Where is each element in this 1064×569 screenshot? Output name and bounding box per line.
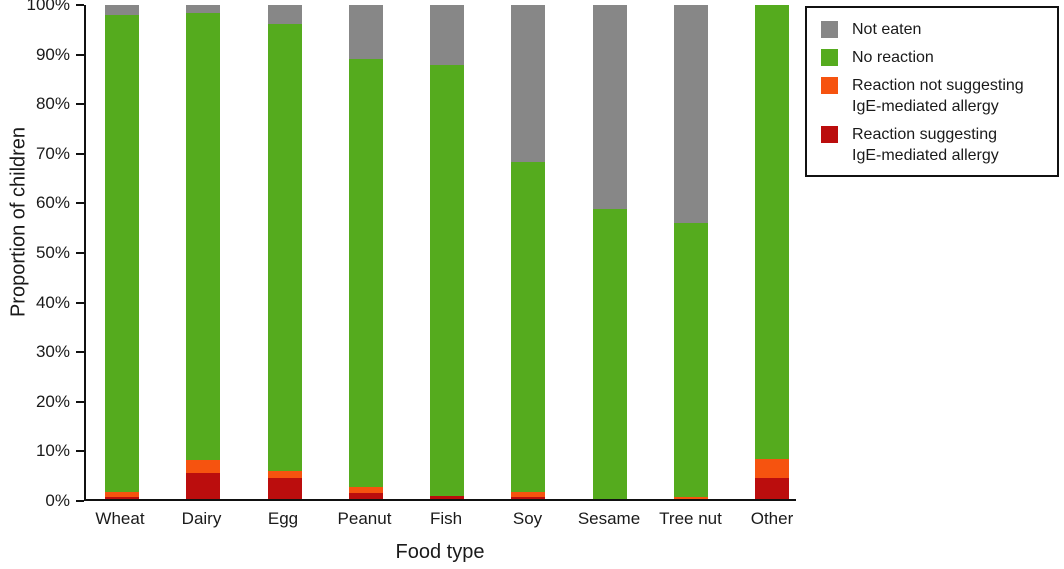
x-label-slot-fish: Fish [429, 509, 463, 529]
bar-segment-no-reaction [430, 65, 464, 496]
bar-segment-reaction-not-suggesting [105, 492, 139, 498]
y-tick [76, 202, 84, 205]
bar-segment-not-eaten [186, 5, 221, 14]
y-tick [76, 351, 84, 354]
legend-item-no-reaction: No reaction [821, 47, 1049, 68]
x-label-slot-peanut: Peanut [338, 509, 392, 529]
bar-segment-no-reaction [348, 58, 383, 488]
y-tick [76, 450, 84, 453]
y-axis: 0% 10% 20% 30% 40% 50% 60% 70% 80% 90% 100% [0, 0, 84, 510]
legend-label: No reaction [852, 49, 934, 66]
bar-segment-no-reaction [511, 161, 546, 492]
bar-other [755, 5, 789, 499]
bar-tree-nut [673, 5, 708, 499]
legend-label: Reaction suggesting IgE-mediated allergy [852, 126, 999, 164]
bar-segment-no-reaction [105, 14, 139, 493]
bar-segment-reaction-not-suggesting [673, 496, 708, 499]
legend-swatch-not-eaten [821, 21, 838, 38]
y-tick [76, 53, 84, 56]
bar-segment-no-reaction [592, 208, 627, 499]
bar-segment-no-reaction [267, 24, 302, 471]
x-category-label: Soy [512, 509, 543, 528]
legend: Not eaten No reaction Reaction not suggest… [805, 6, 1059, 177]
y-tick [76, 301, 84, 304]
bar-soy [511, 5, 546, 499]
y-tick-label: 10% [35, 441, 70, 461]
y-tick-label: 70% [35, 143, 70, 163]
y-tick [76, 4, 84, 6]
bar-segment-reaction-not-suggesting [348, 487, 383, 494]
y-tick-label: 60% [35, 193, 70, 213]
y-tick-label: 100% [26, 0, 70, 14]
bar-peanut [348, 5, 383, 499]
bar-segment-not-eaten [511, 5, 546, 162]
bar-segment-reaction-suggesting [267, 478, 302, 499]
bar-segment-reaction-not-suggesting [186, 460, 221, 474]
legend-swatch-no-reaction [821, 49, 838, 66]
bar-wheat [105, 5, 139, 499]
bar-segment-not-eaten [430, 5, 464, 66]
x-category-label: Dairy [181, 509, 222, 528]
bar-segment-reaction-not-suggesting [511, 491, 546, 498]
y-tick-label: 90% [35, 44, 70, 64]
y-tick-label: 80% [35, 94, 70, 114]
legend-swatch-reaction-suggesting [821, 126, 838, 143]
y-tick-label: 40% [35, 292, 70, 312]
y-tick [76, 400, 84, 403]
y-tick [76, 252, 84, 254]
bar-segment-not-eaten [673, 5, 708, 224]
x-category-label: Fish [429, 509, 463, 528]
bar-fish [430, 5, 464, 499]
bar-sesame [592, 5, 627, 499]
y-tick-label: 30% [35, 342, 70, 362]
bar-segment-reaction-suggesting [511, 497, 546, 499]
x-axis-title: Food type [395, 541, 485, 563]
legend-label: Reaction not suggesting IgE-mediated all… [852, 77, 1024, 115]
bar-segment-not-eaten [267, 5, 302, 25]
x-label-slot-other: Other [751, 509, 794, 529]
bar-egg [267, 5, 302, 499]
x-label-slot-dairy: Dairy [181, 509, 222, 529]
x-category-label: Tree nut [659, 509, 722, 528]
x-category-label: Wheat [95, 509, 145, 528]
bar-segment-no-reaction [755, 5, 789, 459]
y-tick-label: 20% [35, 391, 70, 411]
x-category-label: Sesame [577, 509, 641, 528]
plot-area [84, 5, 796, 501]
legend-label: Not eaten [852, 21, 922, 38]
legend-item-reaction-not-suggesting: Reaction not suggesting IgE-mediated all… [821, 75, 1049, 117]
bar-segment-reaction-suggesting [755, 478, 789, 499]
x-label-slot-soy: Soy [511, 509, 545, 529]
bar-segment-reaction-suggesting [186, 473, 221, 499]
bar-segment-reaction-suggesting [348, 493, 383, 499]
x-axis-labels: Wheat Dairy Egg Peanut Fish Soy Sesame Tree nut… [84, 509, 796, 529]
x-category-label: Egg [267, 509, 299, 528]
bar-dairy [186, 5, 221, 499]
legend-item-reaction-suggesting: Reaction suggesting IgE-mediated allergy [821, 124, 1049, 166]
y-tick-label: 0% [45, 491, 70, 510]
bar-segment-no-reaction [186, 13, 221, 461]
legend-item-not-eaten: Not eaten [821, 19, 1049, 40]
y-tick [76, 152, 84, 155]
bar-segment-not-eaten [592, 5, 627, 209]
x-label-slot-wheat: Wheat [95, 509, 144, 529]
bar-segment-reaction-suggesting [105, 497, 139, 499]
y-tick [76, 103, 84, 106]
bar-segment-reaction-not-suggesting [267, 470, 302, 479]
x-category-label: Peanut [337, 509, 392, 528]
x-label-slot-egg: Egg [266, 509, 300, 529]
x-label-slot-tree-nut: Tree nut [659, 509, 722, 529]
bar-segment-reaction-not-suggesting [755, 459, 789, 479]
y-tick [76, 500, 84, 502]
legend-swatch-reaction-not-suggesting [821, 77, 838, 94]
x-category-label: Other [750, 509, 794, 528]
bar-segment-not-eaten [105, 5, 139, 15]
bar-segment-not-eaten [348, 5, 383, 59]
y-tick-label: 50% [35, 243, 70, 262]
bar-segment-no-reaction [673, 223, 708, 497]
bars-container [86, 5, 796, 499]
bar-segment-reaction-suggesting [430, 495, 464, 499]
x-label-slot-sesame: Sesame [578, 509, 640, 529]
